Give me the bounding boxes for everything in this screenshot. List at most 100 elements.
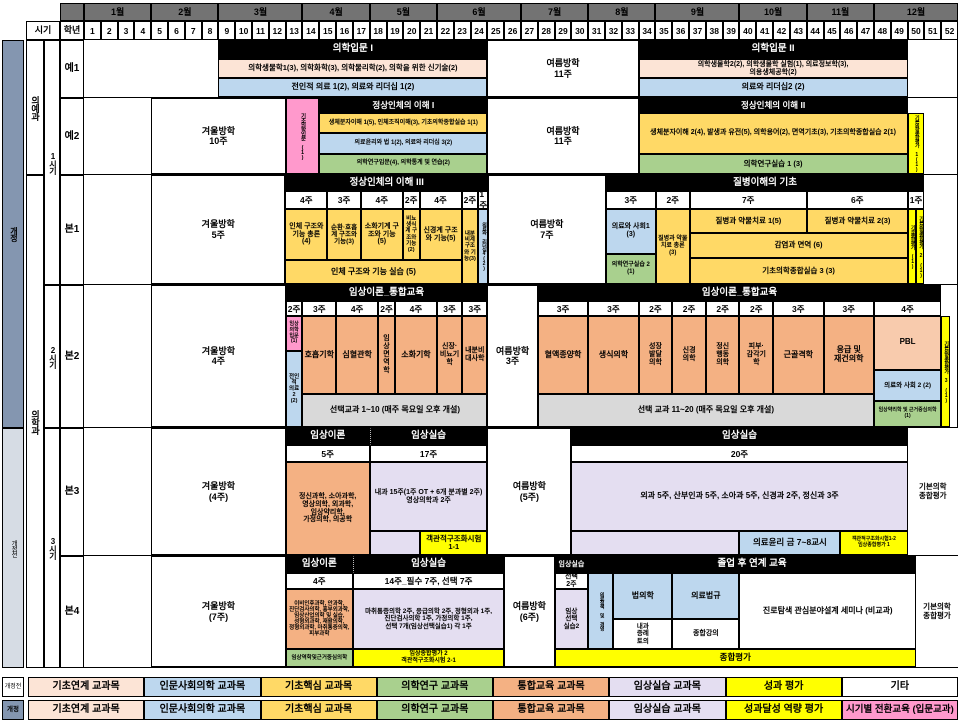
month-label: 9월 <box>655 3 740 21</box>
week-number: 36 <box>672 21 690 40</box>
bon4-final-eval: 종합평가 <box>554 649 916 667</box>
bon2-eval-strip: 기본의학종합평가 3 (1) <box>941 316 950 427</box>
row-ye2: 겨울방학 10주 기초의학입문 (1) 정상인체의 이해 I 생체분자이해 1(… <box>84 98 958 175</box>
week-number: 5 <box>151 21 169 40</box>
bon4-theory-body: 이비인후과학, 안과학, 진단검사의학, 흉부외과학, 임상산업의학 및 실습,… <box>285 589 353 649</box>
legend-item: 성과달성 역량 평가 <box>725 700 842 720</box>
bon1-spring-title: 정상인체의 이해 III <box>285 175 489 191</box>
legend-rev-row: 기초연계 교과목 인문사회의학 교과목 기초핵심 교과목 의학연구 교과목 통합… <box>28 700 958 720</box>
row-bon3: 겨울방학 (4주) 임상이론 5주 정신과학, 소아과학, 영상의학, 외과학,… <box>84 428 958 556</box>
week-number: 21 <box>420 21 437 40</box>
month-label: 6월 <box>436 3 521 21</box>
bon2-subject: 신경 의학 <box>672 316 706 394</box>
legend-item: 성과 평가 <box>725 677 842 697</box>
bon4-seminar: 진로탐색 관심분야설계 세미나 (비교과) <box>739 573 916 649</box>
bon3-practice2-title: 임상실습 <box>571 428 908 445</box>
bon3-practice1-title: 임상실습 <box>369 428 488 445</box>
week-number: 35 <box>655 21 673 40</box>
ye1-fall-science: 의학생물학2(2), 의학생물학 실험(1), 의료정보학(3), 의용생체공학… <box>638 59 908 78</box>
bon2-subject: 생식의학 <box>588 316 639 394</box>
bon2-subject: 정신 행동 의학 <box>705 316 740 394</box>
week-number: 45 <box>823 21 841 40</box>
bon2-spring-week: 3주 <box>462 301 488 316</box>
bon3-osce-1-2: 객관적구조화시험1-2 임상종합평가 1 <box>840 531 908 555</box>
period-3: 3시기 <box>44 428 60 668</box>
bon2-pbl: PBL <box>873 316 942 370</box>
bon1-summer-break: 여름방학 7주 <box>488 175 606 284</box>
bon4-ebm: 임상역학및근거중심의학 <box>285 649 353 667</box>
bon2-subject: 근골격학 <box>773 316 824 394</box>
bon2-fall-week: 2주 <box>739 301 774 316</box>
bon1-pharm-block: 질병과 약물치료 1(5) 질병과 약물치료 2(3) 감염과 면역 (6) 기… <box>689 209 908 285</box>
week-number: 40 <box>739 21 757 40</box>
bon2-subject: 소화기학 <box>394 316 437 394</box>
week-number: 8 <box>201 21 219 40</box>
bon1-spring-week: 2주 <box>461 191 479 209</box>
bon4-practice-body: 마취통증의학 2주, 응급의학 2주, 정형외과 1주, 진단검사의학 1주, … <box>352 589 505 649</box>
week-number: 15 <box>319 21 337 40</box>
ye2-summer-break: 여름방학 11주 <box>487 98 639 174</box>
bon2-intro-column: 임상의학 입문 (1) 전인적 의료 2 (2) <box>285 316 303 427</box>
legend-item: 기타 <box>841 677 958 697</box>
bon1-spring-cell: 인체 구조와 기능 총론 (4) <box>285 209 328 260</box>
bon2-fall-week: 2주 <box>705 301 740 316</box>
year-bon3: 본3 <box>60 428 84 556</box>
bon2-spring-week: 2주 <box>285 301 303 316</box>
week-number: 31 <box>588 21 606 40</box>
year-ye2: 예2 <box>60 98 84 175</box>
ye2-basic-intro: 기초의학입문 (1) <box>285 98 320 174</box>
week-number: 12 <box>268 21 286 40</box>
bon1-fall-week: 1주 <box>907 191 925 209</box>
bon1-spring-cell: 내분비계 구조와 기능(3) <box>461 209 479 284</box>
week-number: 49 <box>890 21 908 40</box>
bon4-summer-break: 여름방학 (6주) <box>504 556 555 667</box>
bon4-law: 의료법규 <box>672 573 740 619</box>
legend-item: 임상실습 교과목 <box>609 677 726 697</box>
month-label: 7월 <box>520 3 589 21</box>
week-number: 48 <box>873 21 891 40</box>
bon1-spring-cell: 비뇨생식계 구조와 기능 (2) <box>402 209 420 260</box>
week-number: 13 <box>285 21 303 40</box>
bon2-subject: 심혈관학 <box>336 316 379 394</box>
month-band-filler <box>60 3 84 21</box>
year-bon1: 본1 <box>60 175 84 285</box>
bon4-sel-weeks: 선택 2주 <box>554 573 589 589</box>
bon2-holistic-care: 전인적 의료 2 (2) <box>285 351 303 427</box>
bon4-practice-title: 임상실습 <box>352 556 505 573</box>
period-1: 1시기 <box>44 40 60 285</box>
bon4-sel-practice: 임상 선택 실습2 <box>554 589 589 649</box>
bon1-pharm-intro: 질병과 약물치료 총론(3) <box>655 209 690 284</box>
bon1-fall-week: 2주 <box>655 191 690 209</box>
legend-item: 기초연계 교과목 <box>28 700 145 720</box>
bon3-practice1-weeks: 17주 <box>369 445 488 462</box>
bon2-fall-week: 2주 <box>638 301 673 316</box>
pre-revised-bar: 개정전 <box>2 428 24 668</box>
bon2-subject: 응급 및 재건의학 <box>823 316 874 394</box>
week-number: 34 <box>638 21 656 40</box>
bon1-spring-leadership: 의료와 리더십4(2) <box>478 209 489 284</box>
week-number: 44 <box>806 21 824 40</box>
bon1-spring-week: 3주 <box>327 191 361 209</box>
bon2-fall-week: 3주 <box>823 301 874 316</box>
ye1-spring-title: 의학입문 I <box>218 40 488 59</box>
legend-pre-label: 개정전 <box>2 677 24 697</box>
week-number: 30 <box>571 21 589 40</box>
bon2-spring-title: 임상이론_통합교육 <box>285 285 488 301</box>
ye1-fall-title: 의학입문 II <box>638 40 908 59</box>
week-number: 19 <box>386 21 404 40</box>
week-number: 1 <box>84 21 101 40</box>
month-label: 1월 <box>84 3 152 21</box>
ye2-spring-title: 정상인체의 이해 I <box>319 98 488 113</box>
week-number: 6 <box>168 21 185 40</box>
bon1-spring-week: 4주 <box>285 191 328 209</box>
bon3-theory-body: 정신과학, 소아과학, 영상의학, 외과학, 임상약리학, 가정의학, 의공학 <box>285 462 370 555</box>
week-number: 38 <box>705 21 723 40</box>
month-label: 4월 <box>302 3 370 21</box>
ye2-fall-research: 의학연구실습 1 (3) <box>638 153 908 174</box>
bon1-spring-week: 4주 <box>419 191 462 209</box>
month-label: 2월 <box>151 3 219 21</box>
bon2-spring-week: 4주 <box>394 301 437 316</box>
bon4-theory-title: 임상이론 <box>285 556 353 573</box>
bon3-osce-1-1: 객관적구조화시험 1-1 <box>420 531 488 555</box>
